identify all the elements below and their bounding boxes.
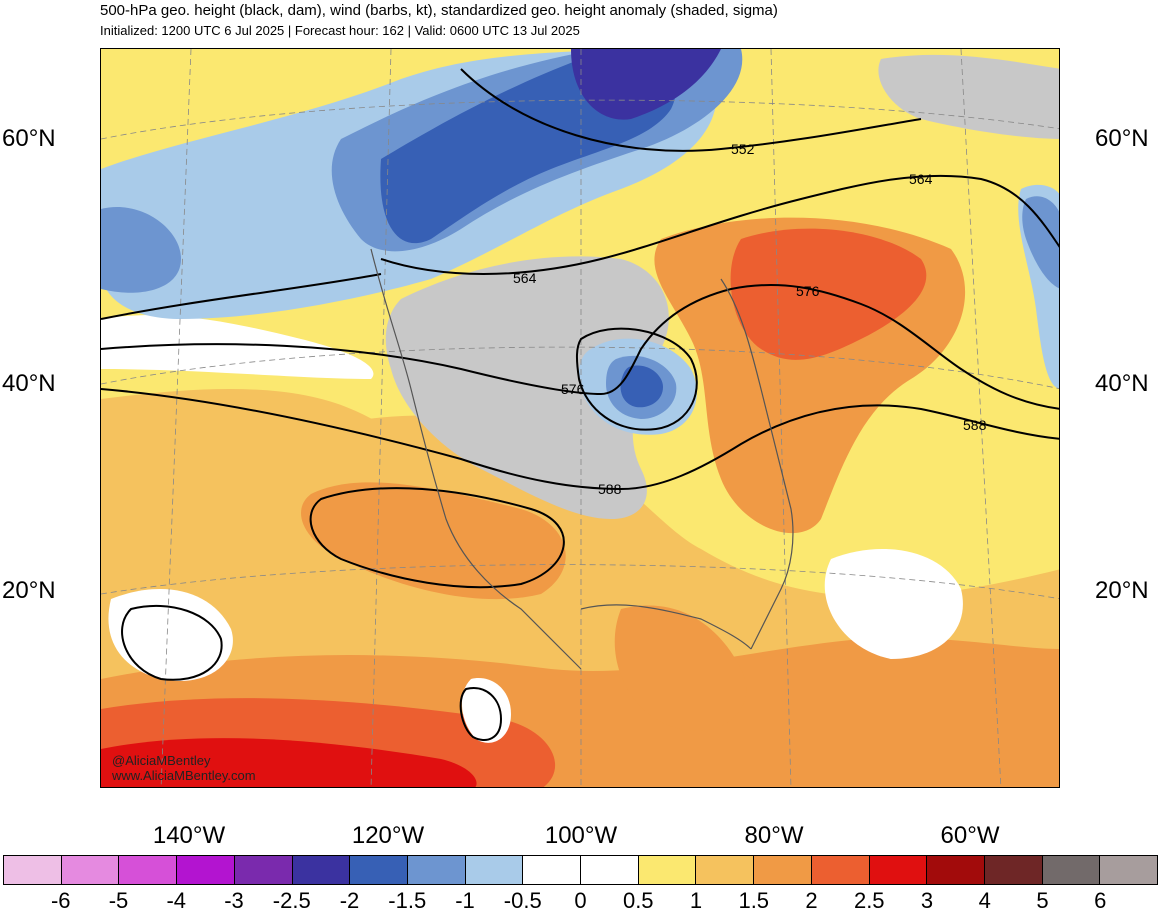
- lat-label-60-left: 60°N: [2, 125, 56, 152]
- lat-label-40-left: 40°N: [2, 370, 56, 397]
- anomaly-neutral-area-atlantic: [824, 549, 963, 659]
- colorbar-label: 2: [805, 888, 818, 913]
- anomaly-neutral-area-greenland: [878, 54, 1059, 139]
- anomaly-neutral-area-west: [101, 315, 374, 379]
- colorbar-label: -0.5: [503, 888, 542, 913]
- colorbar-label: 4: [978, 888, 991, 913]
- height-contour-552: [460, 68, 922, 152]
- colorbar-label: 1.5: [738, 888, 770, 913]
- lon-label-140w: 140°W: [152, 822, 226, 849]
- colorbar-cell: [407, 856, 466, 884]
- height-contour-564-north: [380, 174, 1059, 275]
- colorbar-cell: [234, 856, 293, 884]
- height-contour-588: [101, 388, 1059, 491]
- coastline-west: [370, 248, 582, 670]
- colorbar-cell: [177, 856, 235, 884]
- colorbar-cell: [754, 856, 812, 884]
- lat-label-40-right: 40°N: [1095, 370, 1149, 397]
- colorbar-label: -1: [455, 888, 475, 913]
- lat-label-20-left: 20°N: [2, 577, 56, 604]
- colorbar-label: 0.5: [622, 888, 654, 913]
- anomaly-neutral-area-pacific-2: [461, 678, 511, 743]
- colorbar-label: 5: [1036, 888, 1049, 913]
- colorbar-cell: [927, 856, 985, 884]
- anomaly-1-5-area: [301, 482, 566, 600]
- lat-label-20-right: 20°N: [1095, 577, 1149, 604]
- lon-label-100w: 100°W: [544, 822, 618, 849]
- lon-label-60w: 60°W: [940, 822, 1000, 849]
- colorbar-cell: [984, 856, 1043, 884]
- colorbar-label: -2.5: [272, 888, 311, 913]
- colorbar-cell: [869, 856, 928, 884]
- map-title: 500-hPa geo. height (black, dam), wind (…: [100, 2, 778, 19]
- map-subtitle: Initialized: 1200 UTC 6 Jul 2025 | Forec…: [100, 23, 580, 38]
- anomaly-2-5-area: [101, 738, 477, 787]
- contour-label-564-east: 564: [909, 171, 933, 187]
- height-contour-576: [101, 284, 1059, 410]
- contour-label-588-west: 588: [598, 481, 622, 497]
- colorbar-cell: [61, 856, 120, 884]
- colorbar-cell: [1100, 856, 1158, 884]
- height-contour-594: [309, 487, 565, 589]
- height-contour-pacific-high: [121, 604, 223, 681]
- colorbar-cell: [465, 856, 524, 884]
- colorbar-cell: [292, 856, 351, 884]
- anomaly-neg-west-edge: [101, 207, 181, 293]
- colorbar-cell: [523, 856, 582, 884]
- colorbar-label: -2: [339, 888, 360, 913]
- height-contour-564-west: [101, 273, 382, 320]
- colorbar-label: -1.5: [388, 888, 427, 913]
- anomaly-neg-2-0-area: [571, 49, 721, 120]
- colorbar-label: -3: [224, 888, 244, 913]
- colorbar-label: -5: [108, 888, 129, 913]
- colorbar-label: 1: [689, 888, 703, 913]
- colorbar: [3, 855, 1158, 885]
- colorbar-cell: [811, 856, 870, 884]
- height-contour-cutoff-low: [575, 327, 698, 431]
- contour-label-576-east: 576: [796, 283, 820, 299]
- colorbar-cell: [638, 856, 697, 884]
- anomaly-1-5-area-caribbean: [614, 605, 747, 731]
- anomaly-neutral-area-pacific: [108, 589, 233, 681]
- colorbar-label: 3: [920, 888, 934, 913]
- contour-label-552: 552: [731, 141, 755, 157]
- anomaly-neutral-area-north: [385, 256, 669, 519]
- watermark-url: www.AliciaMBentley.com: [112, 768, 256, 783]
- colorbar-label: 6: [1094, 888, 1107, 913]
- contour-label-564-west: 564: [513, 270, 537, 286]
- contour-label-576-west: 576: [561, 381, 585, 397]
- anomaly-neg-cutoff-core: [620, 365, 663, 408]
- anomaly-neg-atlantic-right-inner: [1022, 196, 1059, 289]
- colorbar-label: 0: [574, 888, 587, 913]
- lon-label-120w: 120°W: [351, 822, 425, 849]
- colorbar-cell: [119, 856, 178, 884]
- watermark-handle: @AliciaMBentley: [112, 753, 211, 768]
- coastline-gulf: [580, 604, 752, 650]
- colorbar-cell: [350, 856, 408, 884]
- colorbar-cell: [696, 856, 755, 884]
- colorbar-label: 2.5: [853, 888, 885, 913]
- colorbar-cell: [1042, 856, 1101, 884]
- lon-label-80w: 80°W: [744, 822, 804, 849]
- height-contour-pacific-small: [459, 687, 503, 741]
- colorbar-label: -4: [166, 888, 187, 913]
- lat-label-60-right: 60°N: [1095, 125, 1149, 152]
- map-canvas: 552 564 564 576 576 588 588: [101, 49, 1059, 787]
- contour-label-588-east: 588: [963, 417, 987, 433]
- colorbar-label: -6: [50, 888, 71, 913]
- coastline-east: [720, 278, 794, 650]
- colorbar-cell: [581, 856, 639, 884]
- map-panel: 552 564 564 576 576 588 588: [100, 48, 1060, 788]
- colorbar-cell: [4, 856, 62, 884]
